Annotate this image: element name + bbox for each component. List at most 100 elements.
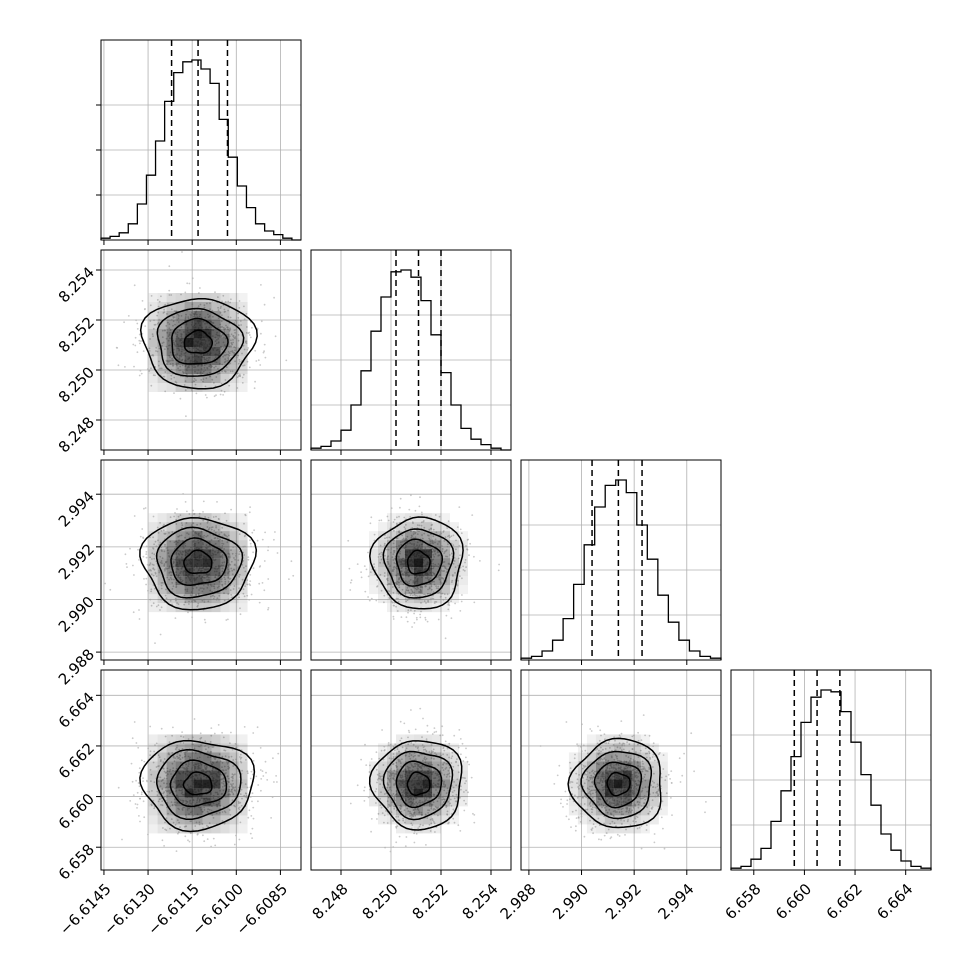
sample-point (226, 360, 229, 362)
sample-point (249, 777, 252, 780)
sample-point (418, 524, 421, 527)
density-cell (166, 594, 176, 604)
sample-point (260, 789, 262, 792)
density-cell (220, 302, 230, 311)
sample-point (414, 728, 417, 731)
density-cell (166, 302, 176, 311)
sample-point (235, 552, 238, 555)
sample-point (231, 552, 234, 555)
panel-2-2 (520, 459, 722, 665)
density-cell (220, 734, 230, 744)
sample-point (218, 585, 220, 588)
density-cell (229, 752, 239, 762)
density-cell (441, 513, 450, 523)
density-cell (148, 356, 158, 365)
sample-point (159, 609, 161, 611)
sample-point (399, 552, 401, 555)
sample-point (257, 800, 259, 803)
sample-point (139, 369, 142, 372)
sample-point (248, 598, 251, 601)
sample-point (236, 387, 239, 389)
sample-point (199, 287, 201, 289)
sample-point (224, 379, 227, 381)
sample-point (203, 306, 206, 309)
sample-point (134, 336, 137, 339)
sample-point (142, 800, 145, 803)
sample-point (121, 838, 123, 841)
density-cell (238, 603, 248, 613)
sample-point (383, 572, 386, 574)
sample-point (403, 526, 406, 529)
sample-point (163, 308, 166, 311)
sample-point (206, 521, 209, 524)
sample-point (473, 821, 476, 824)
sample-point (152, 515, 155, 518)
density-cell (220, 540, 230, 550)
density-cell (229, 329, 239, 338)
sample-point (227, 593, 230, 595)
sample-point (285, 359, 288, 362)
sample-point (250, 770, 253, 773)
sample-point (225, 353, 228, 356)
density-cell (148, 558, 158, 568)
density-cell (193, 302, 203, 311)
sample-point (248, 331, 251, 334)
sample-point (202, 834, 204, 837)
sample-point (393, 529, 395, 532)
density-cell (166, 383, 176, 392)
sample-point (147, 589, 149, 592)
sample-point (229, 328, 232, 331)
sample-point (465, 545, 467, 547)
sample-point (383, 601, 385, 604)
sample-point (238, 587, 241, 589)
density-cell (405, 558, 414, 568)
sample-point (156, 299, 159, 301)
sample-point (441, 734, 444, 737)
sample-point (154, 571, 157, 574)
sample-point (144, 507, 147, 509)
density-cell (184, 558, 194, 568)
sample-point (427, 588, 429, 591)
sample-point (170, 574, 173, 577)
density-cell (211, 356, 221, 365)
density-cell (166, 347, 176, 356)
sample-point (156, 350, 159, 353)
sample-point (230, 333, 233, 336)
sample-point (211, 378, 214, 381)
density-cell (193, 761, 203, 771)
density-cell (387, 549, 396, 559)
sample-point (292, 574, 295, 577)
sample-point (350, 579, 353, 582)
density-cell (184, 338, 194, 347)
sample-point (134, 344, 137, 347)
sample-point (147, 833, 149, 836)
sample-point (205, 535, 208, 538)
sample-point (247, 558, 250, 561)
sample-point (219, 311, 222, 314)
sample-point (160, 587, 163, 590)
sample-point (236, 372, 239, 375)
sample-point (227, 309, 230, 312)
sample-point (152, 547, 154, 549)
sample-point (413, 622, 416, 624)
sample-point (154, 642, 156, 644)
sample-point (216, 597, 219, 600)
sample-point (164, 594, 167, 597)
sample-point (207, 516, 210, 519)
sample-point (189, 313, 192, 316)
sample-point (229, 563, 232, 566)
density-cell (184, 374, 194, 383)
sample-point (220, 334, 223, 337)
sample-point (184, 317, 187, 320)
density-cell (229, 347, 239, 356)
sample-point (149, 725, 152, 728)
density-cell (238, 734, 248, 744)
density-cell (193, 347, 203, 356)
sample-point (407, 611, 409, 614)
sample-point (157, 532, 160, 534)
density-cell (148, 761, 158, 771)
sample-point (224, 300, 227, 303)
sample-point (215, 525, 218, 527)
sample-point (211, 526, 214, 528)
sample-point (237, 317, 240, 319)
